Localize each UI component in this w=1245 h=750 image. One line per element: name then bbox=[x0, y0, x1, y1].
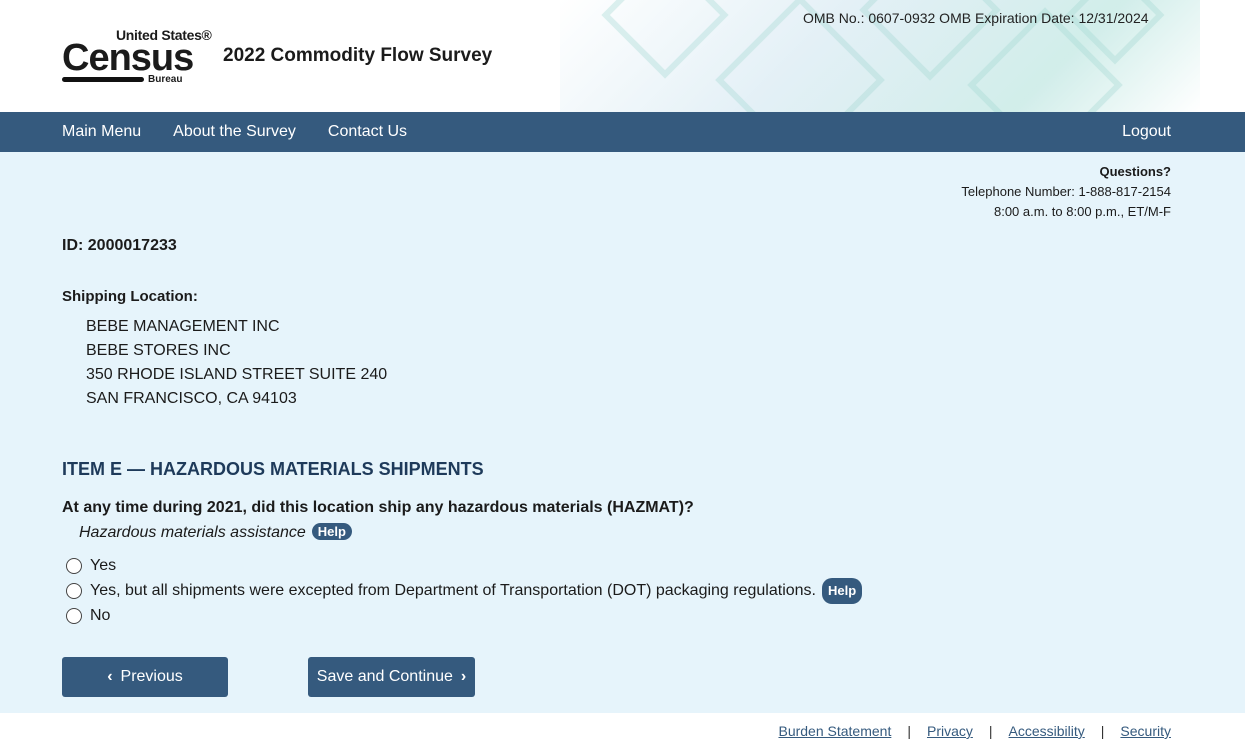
option-label: Yes bbox=[90, 557, 117, 574]
option-yes[interactable]: Yes bbox=[66, 554, 862, 578]
question-text: At any time during 2021, did this locati… bbox=[62, 499, 694, 516]
header: United States® Census Bureau 2022 Commod… bbox=[0, 0, 1245, 112]
nav-contact-us[interactable]: Contact Us bbox=[327, 123, 408, 140]
address-line: BEBE MANAGEMENT INC bbox=[86, 318, 280, 335]
next-label: Save and Continue bbox=[316, 668, 453, 685]
address-line: BEBE STORES INC bbox=[86, 342, 231, 359]
logout-link[interactable]: Logout bbox=[1122, 123, 1171, 140]
questions-heading: Questions? bbox=[1099, 164, 1171, 179]
survey-title: 2022 Commodity Flow Survey bbox=[223, 45, 493, 66]
assistance-text: Hazardous materials assistance bbox=[79, 524, 306, 541]
save-continue-button[interactable]: Save and Continue › bbox=[308, 657, 475, 697]
separator: | bbox=[907, 723, 911, 739]
nav-main-menu[interactable]: Main Menu bbox=[62, 123, 142, 140]
assistance-line: Hazardous materials assistance Help bbox=[79, 523, 352, 542]
option-label: Yes, but all shipments were excepted fro… bbox=[90, 582, 816, 599]
chevron-left-icon: ‹ bbox=[107, 668, 113, 685]
burden-statement-link[interactable]: Burden Statement bbox=[778, 723, 892, 739]
previous-button[interactable]: ‹ Previous bbox=[62, 657, 228, 697]
nav-about-survey[interactable]: About the Survey bbox=[173, 123, 296, 140]
shipping-address: BEBE MANAGEMENT INC BEBE STORES INC 350 … bbox=[86, 315, 387, 411]
logo-main: Census bbox=[62, 37, 194, 79]
omb-info: OMB No.: 0607-0932 OMB Expiration Date: … bbox=[803, 10, 1149, 26]
previous-label: Previous bbox=[120, 668, 183, 685]
radio-yes[interactable] bbox=[66, 558, 82, 574]
accessibility-link[interactable]: Accessibility bbox=[1008, 723, 1085, 739]
help-button[interactable]: Help bbox=[311, 523, 352, 540]
hours: 8:00 a.m. to 8:00 p.m., ET/M-F bbox=[993, 204, 1171, 219]
shipping-location-label: Shipping Location: bbox=[62, 288, 198, 305]
radio-no[interactable] bbox=[66, 608, 82, 624]
census-logo[interactable]: United States® Census Bureau bbox=[62, 28, 212, 88]
privacy-link[interactable]: Privacy bbox=[926, 723, 973, 739]
separator: | bbox=[1100, 723, 1105, 739]
option-label: No bbox=[90, 607, 111, 624]
logo-top: United States® bbox=[116, 27, 212, 43]
footer: Burden Statement | Privacy | Accessibility… bbox=[778, 713, 1171, 739]
chevron-right-icon: › bbox=[460, 668, 467, 685]
main-content: Questions? Telephone Number: 1-888-817-2… bbox=[0, 152, 1245, 713]
survey-id: ID: 2000017233 bbox=[62, 237, 177, 254]
radio-yes-excepted[interactable] bbox=[66, 583, 82, 599]
logo-bar bbox=[62, 77, 144, 82]
nav-bar: Main Menu About the Survey Contact Us Lo… bbox=[0, 112, 1245, 152]
address-line: SAN FRANCISCO, CA 94103 bbox=[86, 390, 297, 407]
address-line: 350 RHODE ISLAND STREET SUITE 240 bbox=[86, 366, 388, 383]
separator: | bbox=[988, 723, 993, 739]
decorative-pattern bbox=[560, 0, 1200, 112]
phone-number: Telephone Number: 1-888-817-2154 bbox=[961, 184, 1171, 199]
answer-options: Yes Yes, but all shipments were excepted… bbox=[66, 554, 863, 628]
questions-box: Questions? Telephone Number: 1-888-817-2… bbox=[961, 162, 1171, 222]
security-link[interactable]: Security bbox=[1120, 723, 1171, 739]
logo-bottom: Bureau bbox=[148, 74, 183, 85]
option-yes-excepted[interactable]: Yes, but all shipments were excepted fro… bbox=[66, 578, 863, 604]
help-button-dot[interactable]: Help bbox=[822, 578, 863, 604]
option-no[interactable]: No bbox=[66, 604, 862, 628]
item-title: ITEM E — HAZARDOUS MATERIALS SHIPMENTS bbox=[62, 459, 484, 479]
